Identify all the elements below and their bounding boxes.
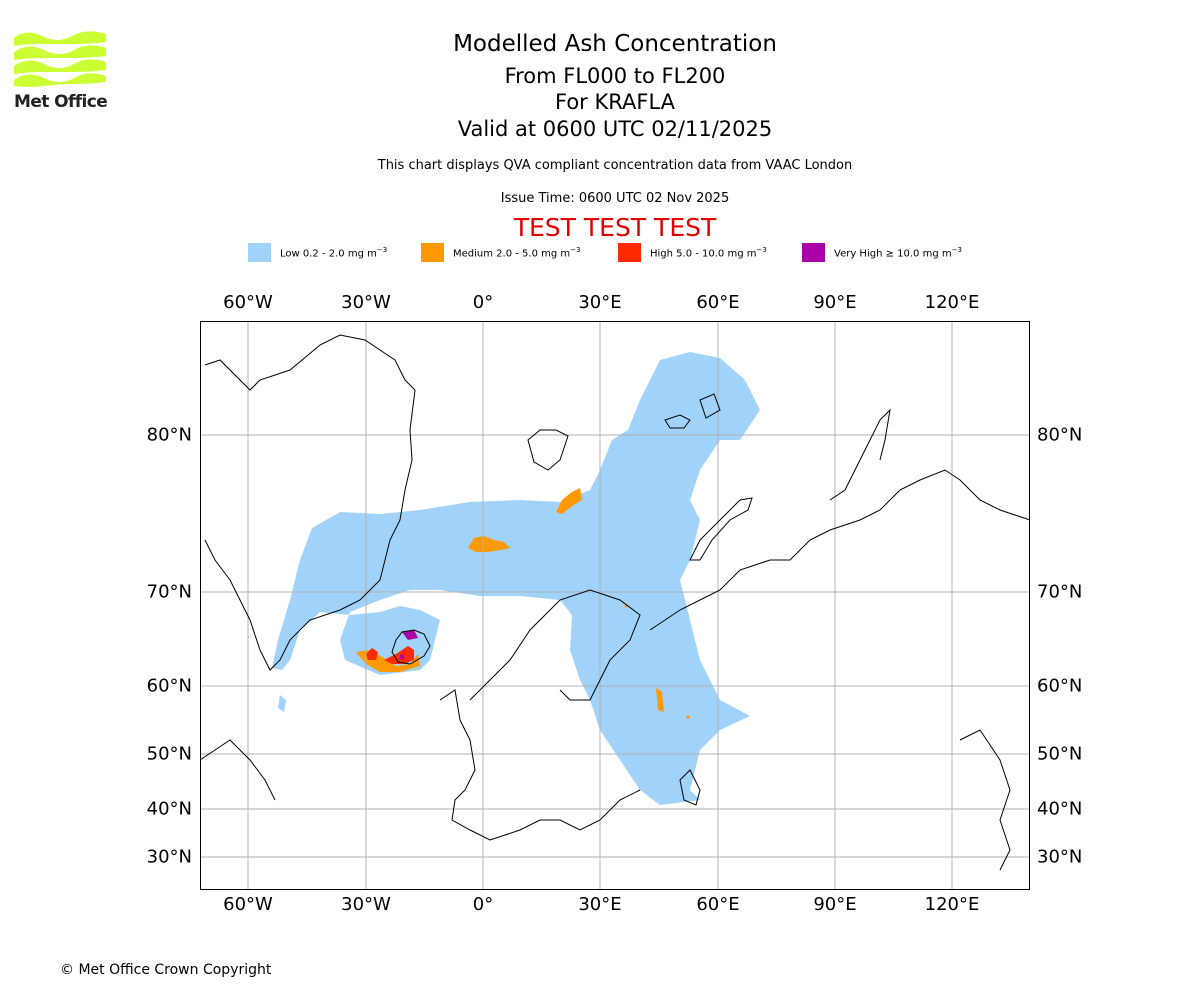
lat-tick-right: 80°N	[1037, 424, 1083, 446]
lon-tick-top: 30°E	[578, 292, 622, 313]
legend-item-very-high: Very High ≥ 10.0 mg m−3	[802, 243, 962, 262]
lat-tick-left: 30°N	[146, 846, 192, 868]
lon-tick-top: 120°E	[924, 292, 980, 313]
valid-time: Valid at 0600 UTC 02/11/2025	[457, 117, 773, 141]
ash-high-region	[366, 646, 414, 664]
coastlines	[199, 334, 1031, 871]
lon-tick-top: 60°W	[223, 292, 273, 313]
map-canvas	[199, 321, 1031, 890]
legend-label-medium: Medium 2.0 - 5.0 mg m	[453, 248, 571, 260]
legend-swatch-high	[618, 243, 641, 262]
lat-tick-left: 50°N	[146, 743, 192, 765]
lon-tick-bottom: 60°W	[223, 894, 273, 915]
source-note: This chart displays QVA compliant concen…	[377, 158, 853, 173]
met-office-logo	[14, 30, 109, 112]
lat-tick-left: 80°N	[146, 424, 192, 446]
lon-tick-bottom: 30°W	[341, 894, 391, 915]
lat-tick-left: 60°N	[146, 675, 192, 697]
lon-tick-bottom: 30°E	[578, 894, 622, 915]
legend-label-high: High 5.0 - 10.0 mg m	[650, 248, 757, 260]
volcano-name: For KRAFLA	[555, 90, 675, 114]
test-banner: TEST TEST TEST	[513, 213, 717, 242]
copyright-notice: © Met Office Crown Copyright	[60, 962, 272, 978]
met-office-wordmark: Met Office	[14, 92, 108, 112]
lon-tick-top: 60°E	[696, 292, 740, 313]
legend-label-very-high: Very High ≥ 10.0 mg m	[834, 248, 952, 260]
ash-low-region	[272, 352, 760, 805]
legend-swatch-medium	[421, 243, 444, 262]
lat-tick-right: 60°N	[1037, 675, 1083, 697]
map-frame	[200, 321, 1030, 890]
lat-tick-left: 70°N	[146, 581, 192, 603]
legend-swatch-low	[248, 243, 271, 262]
met-office-wave-logo-icon	[14, 31, 106, 87]
legend-item-medium: Medium 2.0 - 5.0 mg m−3	[421, 243, 580, 262]
legend-swatch-very-high	[802, 243, 825, 262]
graticule	[200, 321, 1030, 890]
lat-tick-right: 30°N	[1037, 846, 1083, 868]
lat-tick-right: 70°N	[1037, 581, 1083, 603]
lon-tick-top: 0°	[472, 292, 494, 313]
legend-item-low: Low 0.2 - 2.0 mg m−3	[248, 243, 387, 262]
lat-tick-left: 40°N	[146, 798, 192, 820]
lon-tick-bottom: 60°E	[696, 894, 740, 915]
chart-title: Modelled Ash Concentration	[453, 31, 777, 57]
ash-very-high-region	[399, 630, 418, 660]
legend-label-low: Low 0.2 - 2.0 mg m	[280, 248, 377, 260]
lon-tick-top: 90°E	[813, 292, 857, 313]
lon-tick-top: 30°W	[341, 292, 391, 313]
lon-tick-bottom: 120°E	[924, 894, 980, 915]
lon-tick-bottom: 90°E	[813, 894, 857, 915]
issue-time: Issue Time: 0600 UTC 02 Nov 2025	[500, 191, 730, 206]
lat-tick-right: 50°N	[1037, 743, 1083, 765]
ash-concentration-map	[199, 321, 1031, 890]
lat-tick-right: 40°N	[1037, 798, 1083, 820]
flight-level-range: From FL000 to FL200	[504, 64, 726, 88]
lon-tick-bottom: 0°	[472, 894, 494, 915]
legend-item-high: High 5.0 - 10.0 mg m−3	[618, 243, 767, 262]
